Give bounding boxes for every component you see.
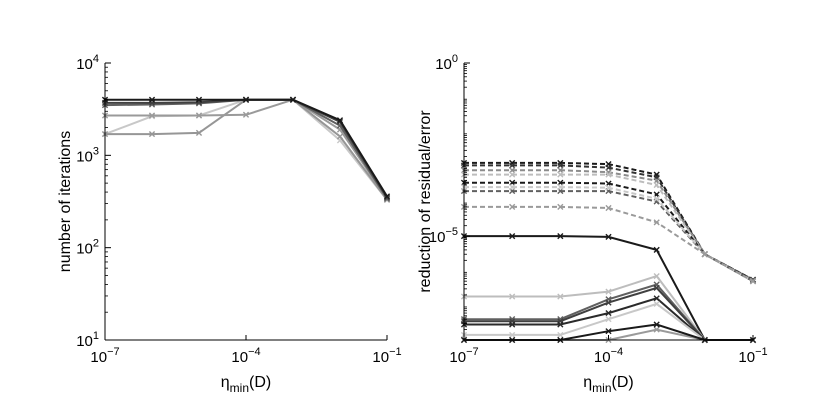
y-tick-label: 103 — [76, 145, 99, 165]
data-point — [605, 299, 612, 306]
x-tick-label: 10−1 — [372, 346, 401, 366]
data-point — [509, 321, 516, 328]
iterations-chart: 10−7 10−4 10−1 101 102 103 104 ηmin(D) number of… — [57, 53, 402, 395]
data-point — [557, 331, 564, 339]
series-res4 — [460, 171, 757, 285]
data-point — [148, 130, 156, 138]
data-point — [605, 204, 612, 212]
series-res1 — [460, 159, 757, 283]
data-point — [242, 111, 250, 118]
data-point — [605, 164, 612, 171]
series-res8 — [460, 203, 757, 285]
data-point — [557, 203, 564, 210]
data-point — [653, 300, 660, 308]
x-axis-label: ηmin(D) — [583, 374, 633, 395]
data-point — [653, 219, 660, 226]
x-tick-label: 10−7 — [90, 346, 119, 366]
series-err1 — [460, 233, 757, 344]
x-tick-label: 10−1 — [738, 346, 767, 366]
series-res5 — [460, 179, 757, 285]
x-tick-label: 10−7 — [449, 346, 478, 366]
data-point — [195, 129, 203, 136]
data-point — [701, 251, 708, 258]
series-res7 — [460, 184, 757, 285]
data-point — [653, 326, 660, 333]
x-tick-label: 10−4 — [594, 346, 623, 366]
data-point — [195, 96, 203, 103]
data-point — [653, 195, 660, 202]
y-axis-label: reduction of residual/error — [417, 110, 434, 293]
data-point — [557, 184, 564, 191]
data-point — [557, 162, 564, 169]
y-tick-label: 101 — [76, 330, 99, 350]
data-point — [195, 112, 203, 119]
data-point — [509, 162, 516, 169]
y-tick-label: 102 — [76, 238, 99, 258]
data-point — [605, 309, 612, 317]
data-point — [749, 278, 757, 285]
y-axis-label: number of iterations — [57, 131, 74, 272]
series-err2 — [460, 273, 757, 344]
data-point — [383, 195, 391, 202]
data-point — [148, 112, 156, 119]
y-tick-label: 10−5 — [429, 226, 458, 246]
data-point — [605, 316, 612, 323]
series-s1 — [101, 96, 391, 203]
data-point — [242, 96, 250, 103]
y-tick-label: 104 — [76, 53, 99, 73]
data-point — [336, 133, 344, 140]
data-point — [383, 193, 391, 200]
series-line — [464, 181, 754, 283]
data-point — [605, 328, 612, 335]
data-point — [557, 293, 564, 300]
series-line — [464, 186, 754, 283]
data-point — [509, 293, 516, 300]
data-point — [509, 179, 516, 186]
data-point — [605, 288, 612, 295]
series-line — [464, 205, 754, 283]
series-res3 — [460, 167, 757, 284]
data-point — [383, 194, 391, 201]
data-point — [509, 331, 516, 339]
data-point — [557, 179, 564, 186]
data-point — [653, 273, 660, 280]
data-point — [653, 246, 660, 253]
x-tick-label: 10−4 — [231, 346, 260, 366]
data-point — [605, 233, 612, 240]
series-s6 — [101, 96, 391, 200]
data-point — [605, 171, 612, 178]
data-point — [336, 117, 344, 124]
series-line — [464, 161, 754, 281]
data-point — [653, 321, 660, 328]
data-point — [289, 96, 297, 103]
data-point — [557, 321, 564, 328]
data-point — [653, 284, 660, 291]
y-tick-label: 100 — [435, 53, 458, 73]
x-axis-label: ηmin(D) — [221, 374, 271, 395]
data-point — [557, 171, 564, 178]
data-point — [653, 295, 660, 302]
series-res2 — [460, 162, 757, 283]
data-point — [557, 233, 564, 240]
data-point — [509, 171, 516, 178]
data-point — [605, 184, 612, 191]
reduction-chart: 10−7 10−4 10−1 10−5 100 ηmin(D) reduction of r… — [417, 53, 768, 395]
data-point — [148, 96, 156, 103]
data-point — [653, 181, 660, 189]
data-point — [509, 203, 516, 210]
data-point — [509, 184, 516, 191]
data-point — [509, 233, 516, 240]
